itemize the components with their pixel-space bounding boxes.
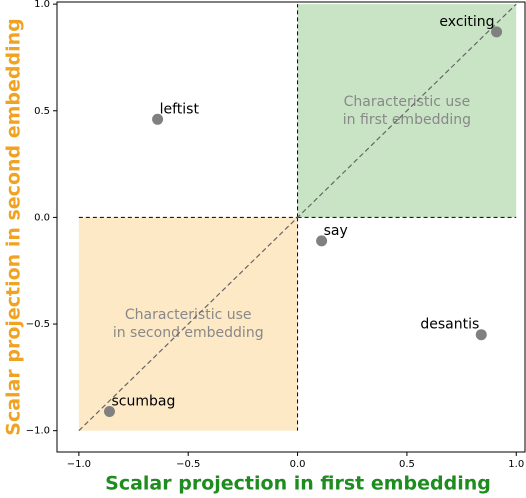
x-tick-label: 1.0 xyxy=(508,459,524,470)
point xyxy=(152,113,164,125)
y-tick-label: −1.0 xyxy=(26,426,50,437)
region-label: in first embedding xyxy=(343,112,471,128)
diagonal xyxy=(78,3,517,432)
point-label: leftist xyxy=(160,101,200,117)
region-border xyxy=(297,4,517,218)
x-axis-label: Scalar projection in first embedding xyxy=(105,473,491,495)
region-label: Characteristic use xyxy=(125,307,252,323)
point xyxy=(103,405,115,417)
region-border xyxy=(78,216,299,431)
point xyxy=(491,26,503,38)
point xyxy=(475,329,487,341)
x-tick-label: 0.5 xyxy=(399,459,415,470)
point-label: say xyxy=(324,223,348,239)
point-label: exciting xyxy=(439,14,494,30)
plot-frame xyxy=(56,1,526,453)
y-tick-label: −0.5 xyxy=(26,319,50,330)
point-label: desantis xyxy=(420,317,479,333)
y-tick-label: 1.0 xyxy=(34,0,50,10)
x-tick-label: −1.0 xyxy=(67,459,91,470)
region-label: in second embedding xyxy=(113,325,264,341)
x-tick-label: −0.5 xyxy=(176,459,200,470)
y-tick-label: 0.0 xyxy=(34,212,50,223)
region-label: Characteristic use xyxy=(344,94,471,110)
point-label: scumbag xyxy=(111,393,175,409)
point xyxy=(316,235,328,247)
y-axis-label: Scalar projection in second embedding xyxy=(3,18,25,435)
y-tick-label: 0.5 xyxy=(34,106,50,117)
x-tick-label: 0.0 xyxy=(290,459,306,470)
